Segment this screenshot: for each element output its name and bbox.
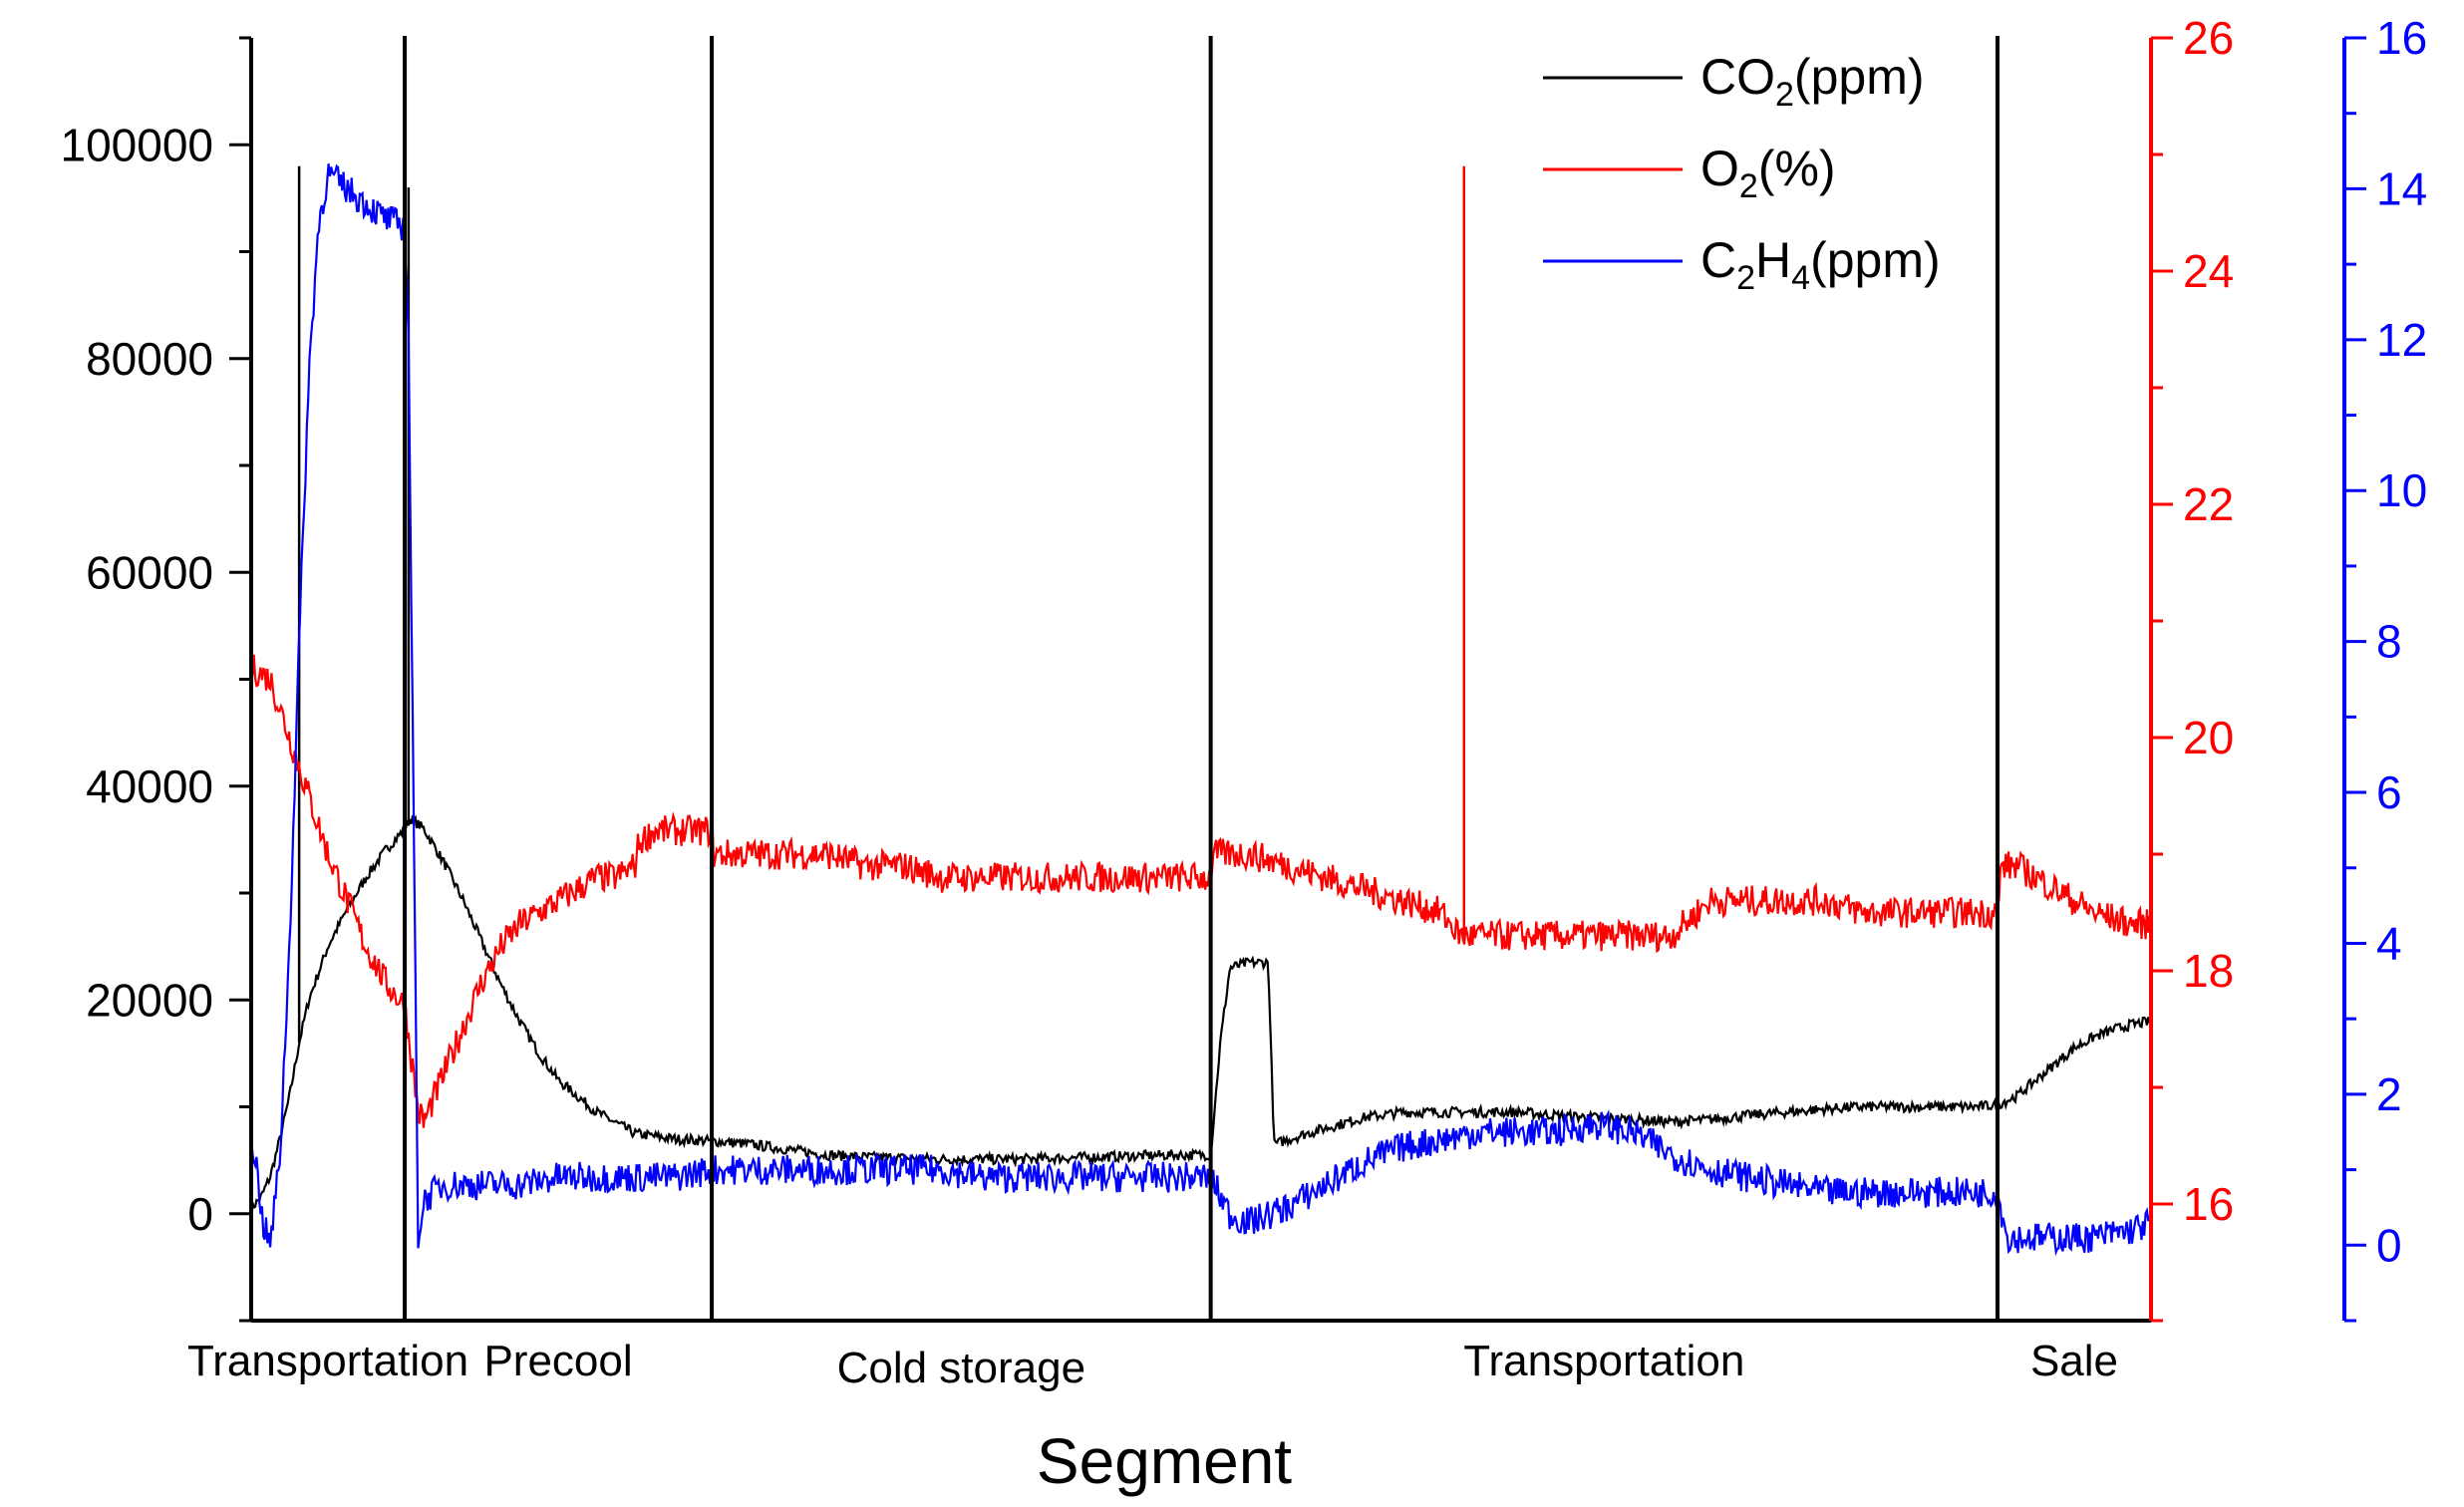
left-axis-tick-label: 40000 (86, 760, 213, 812)
left-axis-tick-label: 80000 (86, 333, 213, 385)
c2h4-axis-tick-label: 10 (2376, 464, 2427, 516)
left-axis-tick-label: 0 (187, 1188, 213, 1240)
left-axis-tick-label: 60000 (86, 546, 213, 598)
c2h4-axis-tick-label: 12 (2376, 314, 2427, 366)
series-line-0 (249, 814, 2152, 1214)
c2h4-axis-tick-label: 0 (2376, 1219, 2402, 1271)
o2-axis-tick-label: 20 (2183, 712, 2234, 763)
c2h4-axis-tick-label: 16 (2376, 12, 2427, 64)
x-axis-title: Segment (1037, 1425, 1292, 1497)
segment-label-3: Transportation (1463, 1337, 1744, 1385)
segment-label-1: Precool (483, 1337, 632, 1385)
left-axis-tick-label: 100000 (61, 119, 214, 170)
o2-axis-tick-label: 22 (2183, 478, 2234, 530)
series-line-2 (249, 163, 2153, 1257)
c2h4-axis-tick-label: 2 (2376, 1068, 2402, 1120)
o2-axis-tick-label: 18 (2183, 945, 2234, 997)
c2h4-axis-tick-label: 14 (2376, 162, 2427, 214)
c2h4-axis-tick-label: 6 (2376, 766, 2402, 818)
segment-label-4: Sale (2030, 1337, 2118, 1385)
series-line-1 (249, 654, 2153, 1128)
plot-area (249, 163, 2153, 1257)
legend-label-1: O2(%) (1700, 141, 1836, 205)
left-axis-tick-label: 20000 (86, 974, 213, 1026)
o2-axis-tick-label: 24 (2183, 245, 2234, 297)
legend: CO2(ppm) O2(%) C2H4(ppm) (1543, 49, 1941, 297)
legend-label-2: C2H4(ppm) (1700, 232, 1941, 297)
c2h4-axis-tick-label: 8 (2376, 616, 2402, 668)
segment-label-2: Cold storage (837, 1344, 1085, 1392)
axes: Transportation Precool Cold storage Transpo… (61, 12, 2428, 1392)
o2-axis-tick-label: 26 (2183, 12, 2234, 64)
legend-label-0: CO2(ppm) (1700, 49, 1925, 114)
c2h4-axis-tick-label: 4 (2376, 917, 2402, 969)
o2-axis-tick-label: 16 (2183, 1178, 2234, 1230)
segment-label-0: Transportation (187, 1337, 468, 1385)
